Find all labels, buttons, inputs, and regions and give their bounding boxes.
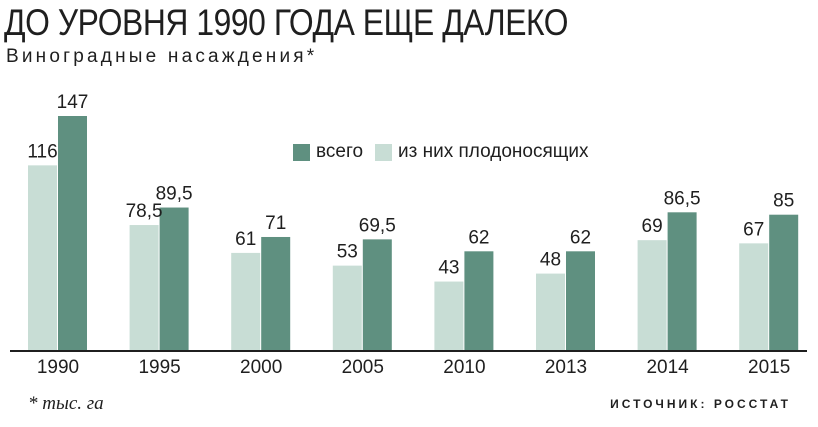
legend-swatch-bearing [375, 143, 393, 161]
bar-bearing-2014 [637, 240, 667, 350]
bar-bearing-2010 [434, 281, 464, 350]
legend-label-bearing: из них плодоносящих [398, 141, 589, 162]
x-tick-label-1995: 1995 [138, 357, 180, 378]
bar-total-2015 [769, 214, 799, 350]
bar-total-2005 [362, 239, 392, 350]
data-label-total-2000: 71 [265, 213, 286, 234]
data-label-total-2013: 62 [570, 227, 591, 248]
data-label-bearing-2015: 67 [743, 219, 764, 240]
data-label-total-2010: 62 [468, 227, 489, 248]
bar-bearing-2013 [536, 273, 565, 350]
data-label-bearing-2000: 61 [235, 229, 256, 250]
footnote: * тыс. га [28, 393, 104, 414]
x-tick-label-2005: 2005 [342, 357, 384, 378]
bar-total-1995 [159, 207, 189, 350]
legend-item-total: всего [293, 141, 363, 163]
x-tick-label-1990: 1990 [37, 357, 79, 378]
data-label-total-2014: 86,5 [664, 188, 701, 209]
bar-total-2000 [261, 236, 291, 350]
bar-bearing-1995 [129, 225, 159, 350]
legend-label-total: всего [316, 141, 364, 162]
data-label-total-1990: 147 [57, 92, 89, 113]
x-tick-label-2000: 2000 [240, 357, 282, 378]
bar-bearing-2000 [231, 252, 261, 350]
data-label-bearing-1995: 78,5 [126, 201, 163, 222]
bar-total-2010 [464, 251, 494, 350]
data-label-bearing-2005: 53 [337, 242, 358, 263]
chart-title: ДО УРОВНЯ 1990 ГОДА ЕЩЕ ДАЛЕКО [4, 2, 569, 43]
bar-bearing-2015 [739, 243, 769, 350]
data-label-bearing-2013: 48 [540, 250, 561, 271]
source-credit: ИСТОЧНИК: РОССТАТ [610, 397, 791, 411]
x-tick-label-2013: 2013 [545, 357, 587, 378]
data-label-bearing-1990: 116 [27, 141, 57, 162]
x-tick-label-2014: 2014 [646, 357, 689, 378]
bar-bearing-1990 [28, 165, 57, 350]
data-label-total-2015: 85 [773, 191, 794, 212]
bar-total-2013 [566, 251, 595, 350]
x-tick-label-2015: 2015 [748, 357, 790, 378]
legend-swatch-total [293, 143, 310, 161]
chart-subtitle: Виноградные насаждения* [6, 46, 318, 67]
data-label-bearing-2010: 43 [438, 258, 459, 279]
legend-item-bearing: из них плодоносящих [375, 141, 589, 163]
legend: всего из них плодоносящих [293, 141, 601, 163]
bar-total-2014 [667, 212, 697, 350]
bar-total-1990 [58, 116, 87, 350]
bar-bearing-2005 [332, 265, 362, 350]
x-tick-label-2010: 2010 [443, 357, 485, 378]
data-label-bearing-2014: 69 [642, 216, 663, 237]
data-label-total-1995: 89,5 [156, 184, 193, 205]
data-label-total-2005: 69,5 [359, 215, 396, 236]
